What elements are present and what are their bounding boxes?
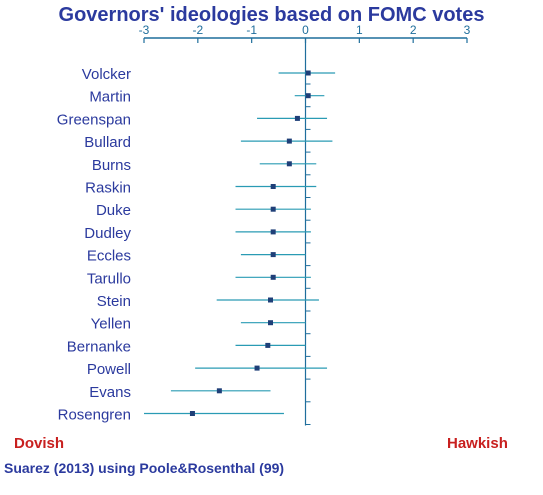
data-point: [270, 274, 276, 280]
governor-label: Greenspan: [57, 111, 131, 128]
data-point: [189, 411, 195, 416]
governor-label: Eccles: [87, 248, 131, 265]
governor-label: Martin: [89, 89, 131, 106]
governor-label: Evans: [89, 384, 131, 401]
data-point: [268, 297, 274, 303]
data-point: [268, 320, 274, 326]
governor-label: Stein: [97, 293, 131, 310]
governor-label: Powell: [87, 361, 131, 378]
data-point: [286, 161, 292, 167]
governor-label: Volcker: [82, 66, 131, 83]
data-point: [254, 365, 260, 371]
x-tick-label: -2: [192, 23, 203, 37]
hawkish-label: Hawkish: [447, 435, 508, 452]
data-point: [270, 206, 276, 212]
x-tick-label: 2: [410, 23, 417, 37]
data-point: [216, 388, 222, 394]
governor-label: Bullard: [84, 134, 131, 151]
governor-label: Rosengren: [58, 407, 131, 424]
governor-label: Dudley: [84, 225, 131, 242]
governor-label: Yellen: [91, 316, 131, 333]
data-point: [270, 184, 276, 189]
governor-label: Duke: [96, 202, 131, 219]
chart-title: Governors' ideologies based on FOMC vote…: [58, 4, 485, 26]
x-tick-label: 0: [302, 23, 309, 37]
x-tick-label: 1: [356, 23, 363, 37]
governor-label: Bernanke: [67, 338, 131, 355]
data-point: [270, 229, 276, 235]
data-point: [265, 342, 271, 348]
data-point: [305, 93, 311, 99]
data-point: [286, 138, 292, 144]
x-tick-label: -3: [139, 23, 150, 37]
dovish-label: Dovish: [14, 435, 65, 452]
governor-label: Tarullo: [87, 270, 131, 287]
x-tick-label: -1: [246, 23, 257, 37]
governor-label: Burns: [92, 157, 131, 174]
source-note: Suarez (2013) using Poole&Rosenthal (99): [4, 460, 285, 476]
governor-label: Raskin: [85, 180, 131, 197]
data-point: [305, 70, 311, 76]
data-point: [294, 115, 300, 121]
x-tick-label: 3: [464, 23, 471, 37]
data-point: [270, 252, 276, 258]
